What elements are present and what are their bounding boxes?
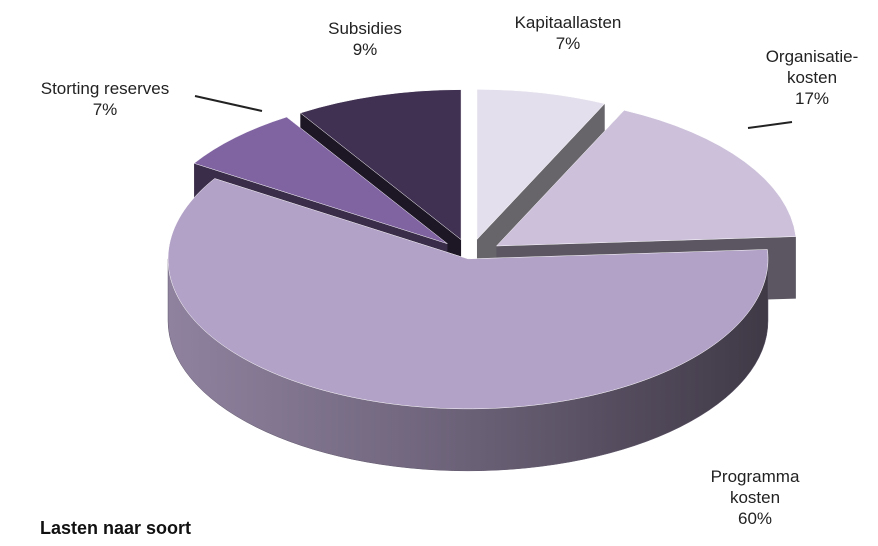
slice-value: 9% <box>352 40 378 59</box>
pie-slice <box>476 89 606 241</box>
slice-label: Organisatie- kosten <box>765 47 859 87</box>
slice-label: Subsidies <box>328 19 402 38</box>
pie-slice <box>299 89 462 241</box>
slice-value: 7% <box>555 34 581 53</box>
leader-line <box>194 95 263 112</box>
chart-title: Lasten naar soort <box>40 518 192 538</box>
slice-value: 7% <box>92 100 118 119</box>
slice-value: 17% <box>794 89 830 108</box>
slice-label: Programma kosten <box>710 467 800 507</box>
leader-line <box>747 121 793 129</box>
slice-value: 60% <box>737 509 773 528</box>
slice-label: Storting reserves <box>40 79 170 98</box>
pie-slice <box>193 116 448 244</box>
pie-slice <box>167 178 769 410</box>
pie-slice <box>495 110 797 247</box>
slice-label: Kapitaallasten <box>514 13 622 32</box>
